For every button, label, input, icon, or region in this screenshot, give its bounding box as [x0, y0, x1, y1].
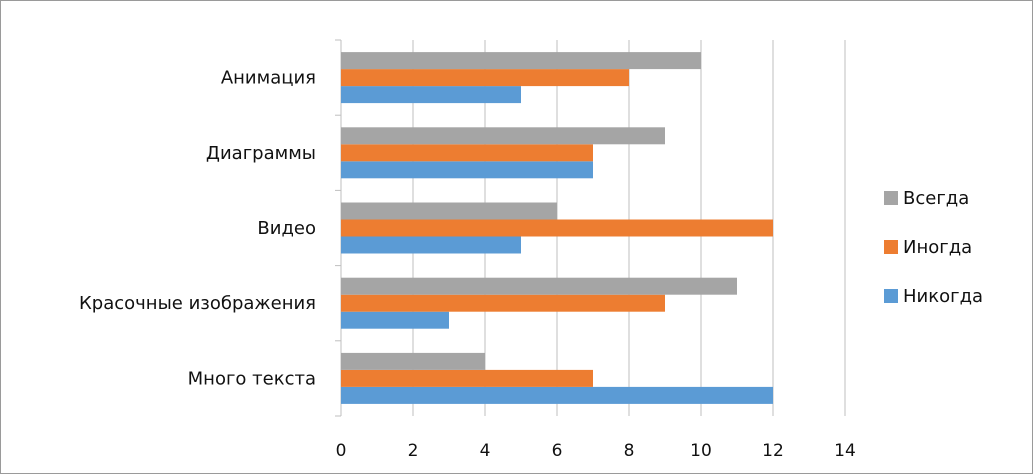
bar-Всегда-4 [341, 52, 701, 70]
bar-Иногда-1 [341, 294, 665, 312]
legend: Всегда Иногда Никогда [884, 188, 983, 307]
bar-Никогда-3 [341, 161, 593, 179]
bar-Всегда-3 [341, 127, 665, 145]
bar-Никогда-0 [341, 386, 773, 404]
x-tick-label: 14 [834, 441, 856, 461]
bar-Иногда-3 [341, 144, 593, 162]
x-tick-label: 4 [480, 441, 491, 461]
bar-Всегда-0 [341, 352, 485, 370]
bar-Иногда-4 [341, 69, 629, 87]
bar-Никогда-1 [341, 311, 449, 329]
category-label: Видео [257, 218, 316, 239]
x-tick-label: 10 [690, 441, 712, 461]
category-labels: Много текста Красочные изображения Видео Ди… [79, 68, 316, 390]
bars [341, 52, 773, 404]
bar-Всегда-2 [341, 202, 557, 220]
bar-Иногда-2 [341, 219, 773, 237]
x-tick-label: 2 [408, 441, 419, 461]
x-tick-label: 12 [762, 441, 784, 461]
category-label: Много текста [188, 368, 316, 389]
legend-label: Иногда [903, 237, 972, 258]
legend-swatch [884, 240, 898, 254]
legend-swatch [884, 191, 898, 205]
bar-Всегда-1 [341, 277, 737, 295]
category-label: Красочные изображения [79, 293, 316, 314]
bar-Никогда-4 [341, 86, 521, 104]
x-tick-label: 6 [552, 441, 563, 461]
legend-swatch [884, 289, 898, 303]
legend-label: Всегда [903, 188, 969, 209]
value-axis-ticks: 0 2 4 6 8 10 12 14 [336, 441, 856, 461]
category-label: Диаграммы [206, 143, 316, 164]
category-label: Анимация [221, 68, 316, 89]
x-tick-label: 8 [624, 441, 635, 461]
bar-Никогда-2 [341, 236, 521, 254]
legend-label: Никогда [903, 286, 983, 307]
x-tick-label: 0 [336, 441, 347, 461]
bar-Иногда-0 [341, 369, 593, 387]
